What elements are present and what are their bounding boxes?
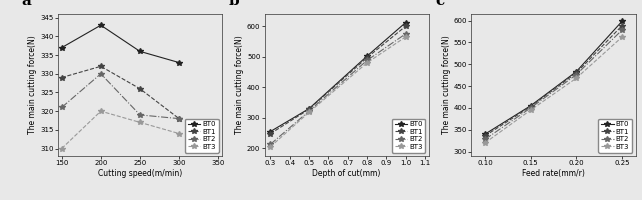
BT2 <box>136 114 144 116</box>
Line: BT1: BT1 <box>268 23 408 136</box>
BT0 <box>175 61 183 64</box>
BT3 <box>402 36 410 38</box>
BT2 <box>175 117 183 120</box>
Line: BT0: BT0 <box>59 22 182 65</box>
BT0 <box>526 105 534 107</box>
Y-axis label: The main cutting force(N): The main cutting force(N) <box>442 36 451 134</box>
BT1 <box>526 105 534 108</box>
BT0 <box>573 70 580 73</box>
Line: BT3: BT3 <box>482 34 625 146</box>
Y-axis label: The main cutting force(N): The main cutting force(N) <box>235 36 244 134</box>
BT2 <box>58 106 65 109</box>
BT2 <box>618 29 626 31</box>
BT3 <box>266 146 274 148</box>
BT3 <box>481 142 489 144</box>
BT0 <box>58 46 65 49</box>
Line: BT2: BT2 <box>482 27 625 142</box>
Legend: BT0, BT1, BT2, BT3: BT0, BT1, BT2, BT3 <box>598 119 632 153</box>
BT0 <box>266 130 274 133</box>
BT1 <box>481 135 489 137</box>
Text: c: c <box>435 0 444 8</box>
BT1 <box>97 65 105 68</box>
BT3 <box>58 147 65 150</box>
BT1 <box>618 25 626 27</box>
BT0 <box>305 107 313 110</box>
BT1 <box>58 76 65 79</box>
Text: a: a <box>22 0 31 8</box>
BT0 <box>402 21 410 24</box>
BT1 <box>573 72 580 74</box>
BT3 <box>97 110 105 112</box>
Line: BT1: BT1 <box>482 23 625 139</box>
BT2 <box>481 138 489 141</box>
Y-axis label: The main cutting force(N): The main cutting force(N) <box>28 36 37 134</box>
Line: BT3: BT3 <box>59 108 182 151</box>
BT2 <box>266 143 274 146</box>
BT3 <box>573 77 580 79</box>
BT0 <box>363 55 371 57</box>
BT1 <box>402 25 410 27</box>
BT3 <box>175 132 183 135</box>
Line: BT2: BT2 <box>268 31 408 147</box>
BT0 <box>618 20 626 23</box>
BT0 <box>481 133 489 135</box>
BT2 <box>526 107 534 109</box>
BT1 <box>305 108 313 110</box>
BT0 <box>97 24 105 26</box>
BT3 <box>363 62 371 64</box>
BT3 <box>136 121 144 124</box>
Line: BT1: BT1 <box>59 64 182 121</box>
BT2 <box>363 59 371 62</box>
X-axis label: Cutting speed(m/min): Cutting speed(m/min) <box>98 169 182 178</box>
BT3 <box>305 111 313 114</box>
Line: BT0: BT0 <box>268 20 408 134</box>
Legend: BT0, BT1, BT2, BT3: BT0, BT1, BT2, BT3 <box>392 119 426 153</box>
Legend: BT0, BT1, BT2, BT3: BT0, BT1, BT2, BT3 <box>185 119 219 153</box>
Text: b: b <box>229 0 239 8</box>
Line: BT2: BT2 <box>59 71 182 121</box>
BT1 <box>175 117 183 120</box>
BT3 <box>526 109 534 111</box>
BT2 <box>305 110 313 112</box>
X-axis label: Feed rate(mm/r): Feed rate(mm/r) <box>522 169 585 178</box>
BT1 <box>363 56 371 59</box>
Line: BT3: BT3 <box>268 34 408 150</box>
Line: BT0: BT0 <box>482 19 625 137</box>
BT1 <box>136 88 144 90</box>
X-axis label: Depth of cut(mm): Depth of cut(mm) <box>313 169 381 178</box>
BT1 <box>266 133 274 135</box>
BT2 <box>402 33 410 35</box>
BT0 <box>136 50 144 53</box>
BT2 <box>573 74 580 76</box>
BT3 <box>618 36 626 38</box>
BT2 <box>97 73 105 75</box>
